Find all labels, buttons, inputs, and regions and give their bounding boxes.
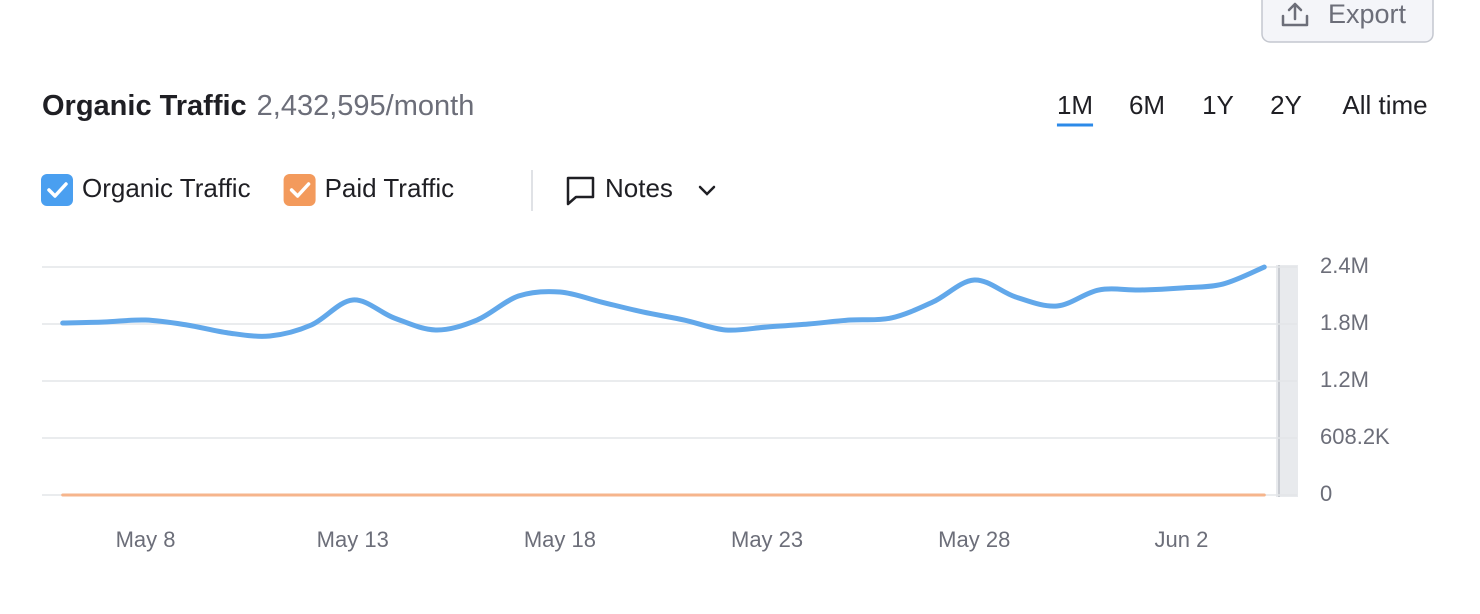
x-tick-label: May 13 [317, 527, 389, 552]
legend-label[interactable]: Paid Traffic [325, 173, 455, 203]
x-tick-label: Jun 2 [1155, 527, 1209, 552]
y-tick-label: 2.4M [1320, 253, 1369, 278]
x-tick-label: May 23 [731, 527, 803, 552]
notes-chevron [698, 185, 716, 196]
legend-checkbox[interactable] [41, 174, 73, 206]
series-line [60, 264, 1267, 339]
x-tick-label: May 8 [116, 527, 176, 552]
range-option[interactable]: 1Y [1202, 90, 1234, 120]
export-label[interactable]: Export [1328, 0, 1407, 29]
range-option[interactable]: All time [1342, 90, 1427, 120]
chart-subtitle: 2,432,595/month [257, 90, 475, 122]
notes-label[interactable]: Notes [605, 173, 673, 203]
legend-check [289, 182, 311, 198]
x-tick-label: May 28 [938, 527, 1010, 552]
legend-checkbox[interactable] [283, 174, 316, 206]
y-tick-label: 608.2K [1320, 424, 1390, 449]
chart-header: Organic Traffic 2,432,595/month [42, 90, 474, 122]
range-option[interactable]: 2Y [1270, 90, 1302, 120]
export-icon [1281, 2, 1309, 27]
notes-button[interactable]: Notes [566, 173, 716, 206]
export-button[interactable]: Export [1261, 0, 1434, 43]
y-tick-label: 0 [1320, 481, 1332, 506]
chart-title: Organic Traffic [42, 90, 247, 122]
y-tick-label: 1.2M [1320, 367, 1369, 392]
x-tick-label: May 18 [524, 527, 596, 552]
notes-icon [566, 176, 595, 206]
range-option[interactable]: 1M [1057, 90, 1093, 120]
legend-check [47, 182, 68, 198]
range-option[interactable]: 6M [1129, 90, 1165, 120]
y-tick-label: 1.8M [1320, 310, 1369, 335]
export-button-frame[interactable] [1261, 0, 1434, 43]
legend-label[interactable]: Organic Traffic [82, 173, 251, 203]
